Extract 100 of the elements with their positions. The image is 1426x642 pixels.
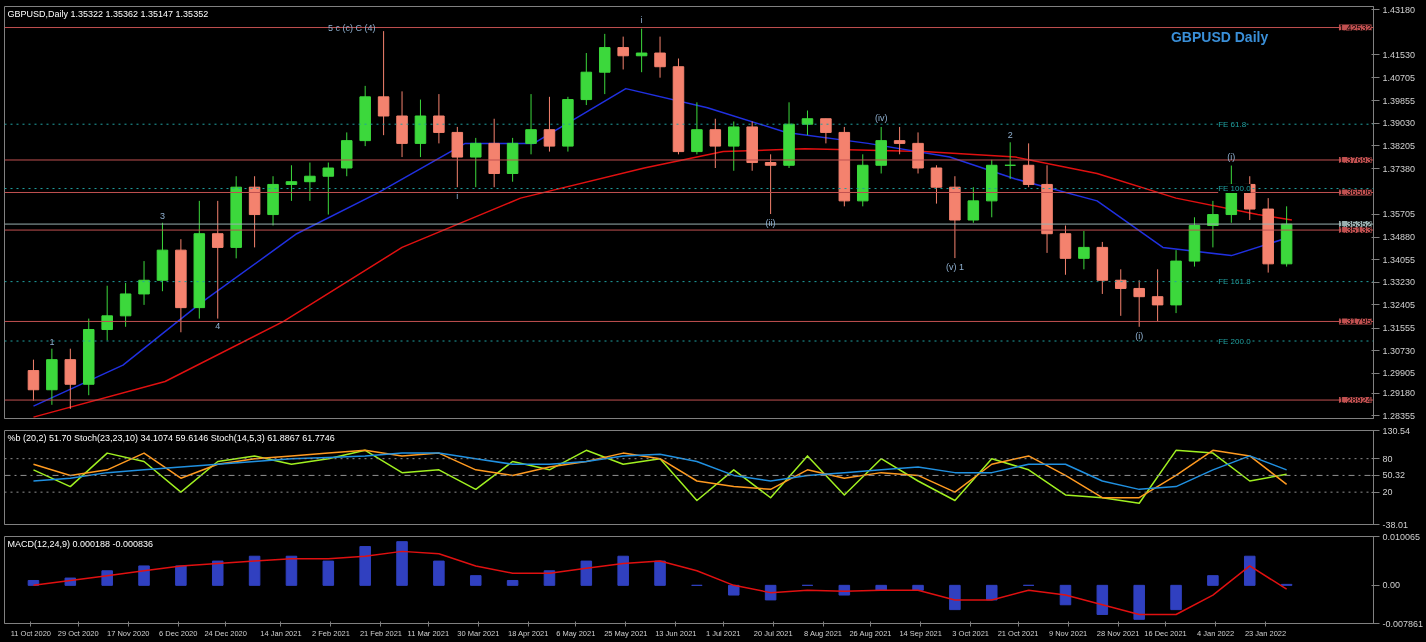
annotation: (i) bbox=[1227, 151, 1236, 162]
annotation: 1 bbox=[49, 336, 55, 347]
bar bbox=[175, 565, 187, 586]
bar bbox=[1133, 584, 1145, 620]
y-tick-label: -38.01 bbox=[1382, 519, 1409, 530]
y-tick-label: 1.40705 bbox=[1382, 72, 1416, 83]
candlestick bbox=[893, 126, 906, 155]
bar bbox=[1170, 584, 1182, 611]
ref-line-label: FE 61.8 bbox=[1218, 119, 1247, 129]
ref-line-label: FE 161.8 bbox=[1218, 277, 1252, 287]
y-tick-label: -0.007861 bbox=[1382, 618, 1424, 629]
y-tick-label: 1.29905 bbox=[1382, 368, 1416, 379]
ref-line-label: 1.31795 bbox=[1338, 316, 1372, 327]
candlestick bbox=[377, 30, 390, 136]
annotation: 3 bbox=[159, 210, 165, 221]
y-tick-label: 80 bbox=[1382, 453, 1393, 464]
ref-line-label: FE 200.0 bbox=[1218, 336, 1252, 346]
ref-line-label: 1.36506 bbox=[1338, 187, 1372, 198]
candlestick bbox=[211, 200, 224, 320]
bar bbox=[727, 584, 740, 596]
bar bbox=[138, 565, 150, 586]
bar bbox=[1207, 575, 1219, 586]
bar bbox=[396, 541, 408, 586]
ref-line-label: 1.28924 bbox=[1338, 395, 1372, 406]
candlestick bbox=[285, 164, 298, 202]
annotation: (iv) bbox=[874, 112, 888, 123]
annotation: (v) 1 bbox=[945, 262, 964, 273]
y-tick-label: 1.32405 bbox=[1382, 299, 1416, 310]
candlestick bbox=[967, 186, 980, 224]
candlestick bbox=[1151, 268, 1164, 322]
bar bbox=[1096, 584, 1109, 615]
candlestick bbox=[1078, 230, 1090, 270]
bar bbox=[433, 560, 445, 586]
candlestick bbox=[525, 93, 537, 155]
chart-title: %b (20,2) 51.70 Stoch(23,23,10) 34.1074 59.6146 Stoch(14,5,3) 61.8867 61.7746 bbox=[7, 432, 335, 443]
chart-subtitle: GBPUSD,Daily 1.35322 1.35362 1.35147 1.35352 bbox=[7, 8, 209, 19]
bar bbox=[469, 575, 482, 586]
line-series bbox=[32, 550, 1288, 616]
y-tick-label: 1.29180 bbox=[1382, 388, 1416, 399]
annotation: i bbox=[640, 14, 643, 25]
y-tick-label: 0.00 bbox=[1382, 580, 1401, 591]
candlestick bbox=[635, 28, 648, 73]
y-tick-label: 1.35705 bbox=[1382, 209, 1416, 220]
y-tick-label: 1.31555 bbox=[1382, 323, 1416, 334]
y-tick-label: 50.32 bbox=[1382, 470, 1406, 481]
candlestick bbox=[322, 162, 335, 216]
y-tick-label: 1.39030 bbox=[1382, 118, 1416, 129]
y-tick-label: 1.33230 bbox=[1382, 277, 1416, 288]
candlestick bbox=[433, 93, 445, 144]
y-tick-label: 1.30730 bbox=[1382, 345, 1416, 356]
candlestick bbox=[138, 260, 150, 306]
y-tick-label: 1.38205 bbox=[1382, 140, 1416, 151]
y-tick-label: 0.010065 bbox=[1382, 531, 1421, 542]
annotation: i bbox=[456, 191, 459, 202]
y-tick-label: 1.43180 bbox=[1382, 4, 1416, 15]
candlestick bbox=[304, 162, 316, 202]
bar bbox=[654, 560, 666, 586]
y-tick-label: 20 bbox=[1382, 487, 1393, 498]
line-series bbox=[32, 452, 1288, 491]
y-tick-label: 1.41530 bbox=[1382, 49, 1416, 60]
y-tick-label: 1.34055 bbox=[1382, 254, 1416, 265]
candlestick bbox=[543, 96, 556, 153]
bar bbox=[617, 555, 629, 586]
candlestick bbox=[801, 110, 814, 136]
candlestick bbox=[930, 164, 943, 205]
candlestick bbox=[691, 101, 703, 155]
line-series bbox=[32, 148, 1293, 418]
y-tick-label: 1.39855 bbox=[1382, 95, 1416, 106]
candlestick bbox=[764, 153, 777, 215]
candlestick bbox=[469, 137, 482, 188]
bar bbox=[764, 584, 777, 601]
bar bbox=[359, 546, 371, 586]
bar bbox=[506, 580, 519, 586]
candlestick bbox=[119, 282, 132, 328]
chart-title: MACD(12,24,9) 0.000188 -0.000836 bbox=[7, 538, 154, 549]
candlestick bbox=[727, 120, 740, 172]
y-tick-label: 1.34880 bbox=[1382, 232, 1416, 242]
candlestick bbox=[1133, 279, 1145, 328]
candlestick bbox=[820, 118, 832, 144]
candlestick bbox=[1022, 142, 1035, 188]
candlestick bbox=[617, 36, 629, 70]
bar bbox=[985, 584, 998, 601]
ref-line-label: FE 100.0 bbox=[1218, 184, 1252, 194]
text: GBPUSD Daily bbox=[1170, 28, 1269, 45]
bar bbox=[285, 555, 298, 586]
ref-line-label: 1.37693 bbox=[1338, 154, 1372, 165]
bar bbox=[1244, 555, 1256, 586]
candlestick bbox=[1115, 268, 1127, 317]
annotation: 2 bbox=[1007, 130, 1013, 141]
bar bbox=[949, 584, 961, 611]
bar bbox=[248, 555, 261, 586]
candlestick bbox=[101, 285, 113, 341]
bar bbox=[322, 560, 335, 586]
annotation: 4 bbox=[215, 320, 221, 331]
y-tick-label: 1.37380 bbox=[1382, 163, 1416, 174]
ref-line-label: 1.42532 bbox=[1338, 22, 1372, 33]
bar bbox=[580, 560, 593, 586]
candlestick bbox=[1004, 141, 1016, 180]
bar bbox=[211, 560, 224, 586]
annotation: (ii) bbox=[765, 218, 776, 229]
